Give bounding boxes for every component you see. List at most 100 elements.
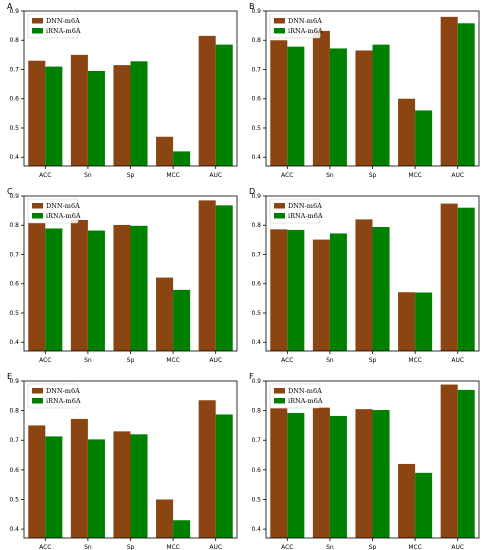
bar-irna-m6a-acc <box>287 229 305 351</box>
bar-irna-m6a-sn <box>329 48 347 166</box>
legend-label: iRNA-m6A <box>46 397 81 405</box>
y-tick-label: 0.9 <box>251 8 261 15</box>
y-tick-label: 0.8 <box>9 222 19 229</box>
bar-dnn-m6a-auc <box>198 400 216 538</box>
y-tick-label: 0.5 <box>9 125 19 132</box>
y-tick-label: 0.7 <box>251 251 261 258</box>
bar-irna-m6a-sn <box>87 439 105 538</box>
bar-dnn-m6a-acc <box>28 425 46 538</box>
x-tick-label: MCC <box>166 357 180 364</box>
panel-letter: D <box>249 187 255 196</box>
legend-swatch-irna-m6a <box>274 28 285 34</box>
y-tick-label: 0.7 <box>9 251 19 258</box>
chart-panel-f: F ACC Sn Sp MCC AUC 0.4 0.5 0.6 0.7 0.8 0.9 DNN-m6A i… <box>249 372 480 550</box>
bar-irna-m6a-sp <box>130 61 148 166</box>
bar-irna-m6a-acc <box>287 46 305 166</box>
y-tick-label: 0.6 <box>251 96 261 103</box>
y-tick-label: 0.9 <box>9 378 19 385</box>
bar-irna-m6a-mcc <box>173 289 191 351</box>
bar-irna-m6a-mcc <box>415 472 433 538</box>
x-tick-label: AUC <box>451 357 464 364</box>
x-tick-label: MCC <box>166 544 180 550</box>
y-tick-label: 0.7 <box>9 437 19 444</box>
x-tick-label: Sn <box>84 172 92 179</box>
bar-irna-m6a-sn <box>329 233 347 351</box>
bar-irna-m6a-mcc <box>173 520 191 538</box>
bar-dnn-m6a-mcc <box>398 463 416 538</box>
y-tick-label: 0.8 <box>251 37 261 44</box>
y-tick-label: 0.7 <box>251 437 261 444</box>
y-tick-label: 0.9 <box>251 193 261 200</box>
y-tick-label: 0.6 <box>251 281 261 288</box>
legend-label: iRNA-m6A <box>288 212 323 220</box>
legend-swatch-dnn-m6a <box>274 203 285 209</box>
legend-swatch-irna-m6a <box>274 398 285 404</box>
chart-panel-c: C ACC Sn Sp MCC AUC 0.4 0.5 0.6 0.7 0.8 0.9 DNN-m6A i… <box>7 187 238 364</box>
y-tick-label: 0.8 <box>251 408 261 415</box>
bar-dnn-m6a-mcc <box>156 277 174 351</box>
legend-label: iRNA-m6A <box>288 397 323 405</box>
legend-label: iRNA-m6A <box>288 27 323 35</box>
bar-dnn-m6a-sp <box>113 224 131 351</box>
x-tick-label: AUC <box>451 172 464 179</box>
legend-swatch-dnn-m6a <box>274 18 285 24</box>
x-tick-label: Sp <box>127 172 135 179</box>
panel-letter: C <box>7 187 13 196</box>
bar-dnn-m6a-acc <box>28 222 46 351</box>
x-tick-label: AUC <box>209 172 222 179</box>
bar-dnn-m6a-auc <box>440 16 458 166</box>
legend-label: DNN-m6A <box>46 387 80 395</box>
legend-label: DNN-m6A <box>288 202 322 210</box>
legend-swatch-irna-m6a <box>274 213 285 219</box>
x-tick-label: MCC <box>408 357 422 364</box>
legend-swatch-irna-m6a <box>32 213 43 219</box>
y-tick-label: 0.4 <box>9 339 19 346</box>
x-tick-label: Sp <box>127 544 135 550</box>
bar-dnn-m6a-sn <box>312 239 330 351</box>
bar-irna-m6a-auc <box>457 23 475 167</box>
y-tick-label: 0.4 <box>251 339 261 346</box>
y-tick-label: 0.9 <box>9 8 19 15</box>
y-tick-label: 0.5 <box>251 125 261 132</box>
x-tick-label: MCC <box>408 544 422 550</box>
y-tick-label: 0.7 <box>9 66 19 73</box>
panel-letter: A <box>7 2 13 11</box>
legend-label: iRNA-m6A <box>46 212 81 220</box>
bar-irna-m6a-sp <box>372 410 390 538</box>
bar-dnn-m6a-auc <box>440 384 458 538</box>
axes-frame <box>23 195 238 352</box>
y-tick-label: 0.4 <box>251 526 261 533</box>
chart-panel-a: A ACC Sn Sp MCC AUC 0.4 0.5 0.6 0.7 0.8 0.9 DNN-m6A i… <box>7 2 238 179</box>
y-tick-label: 0.8 <box>9 408 19 415</box>
bar-dnn-m6a-sn <box>70 219 88 351</box>
bar-dnn-m6a-sp <box>113 65 131 166</box>
chart-panel-d: D ACC Sn Sp MCC AUC 0.4 0.5 0.6 0.7 0.8 0.9 DNN-m6A i… <box>249 187 480 364</box>
y-tick-label: 0.5 <box>251 496 261 503</box>
legend-label: iRNA-m6A <box>46 27 81 35</box>
legend-label: DNN-m6A <box>288 387 322 395</box>
bar-irna-m6a-mcc <box>173 151 191 166</box>
y-tick-label: 0.8 <box>9 37 19 44</box>
x-tick-label: Sn <box>326 357 334 364</box>
bar-irna-m6a-acc <box>45 436 63 538</box>
bar-dnn-m6a-mcc <box>156 136 174 166</box>
bar-dnn-m6a-sp <box>113 431 131 538</box>
x-tick-label: MCC <box>166 172 180 179</box>
y-tick-label: 0.4 <box>9 154 19 161</box>
legend-swatch-irna-m6a <box>32 398 43 404</box>
x-tick-label: AUC <box>209 357 222 364</box>
bar-irna-m6a-mcc <box>415 292 433 351</box>
x-tick-label: ACC <box>39 172 51 179</box>
bar-irna-m6a-auc <box>215 205 233 351</box>
x-tick-label: ACC <box>281 357 293 364</box>
legend-swatch-irna-m6a <box>32 28 43 34</box>
legend-label: DNN-m6A <box>288 17 322 25</box>
bar-irna-m6a-sp <box>372 227 390 351</box>
x-tick-label: MCC <box>408 172 422 179</box>
y-tick-label: 0.5 <box>9 496 19 503</box>
y-tick-label: 0.9 <box>9 193 19 200</box>
bar-irna-m6a-sn <box>329 415 347 538</box>
legend-label: DNN-m6A <box>46 17 80 25</box>
legend-label: DNN-m6A <box>46 202 80 210</box>
